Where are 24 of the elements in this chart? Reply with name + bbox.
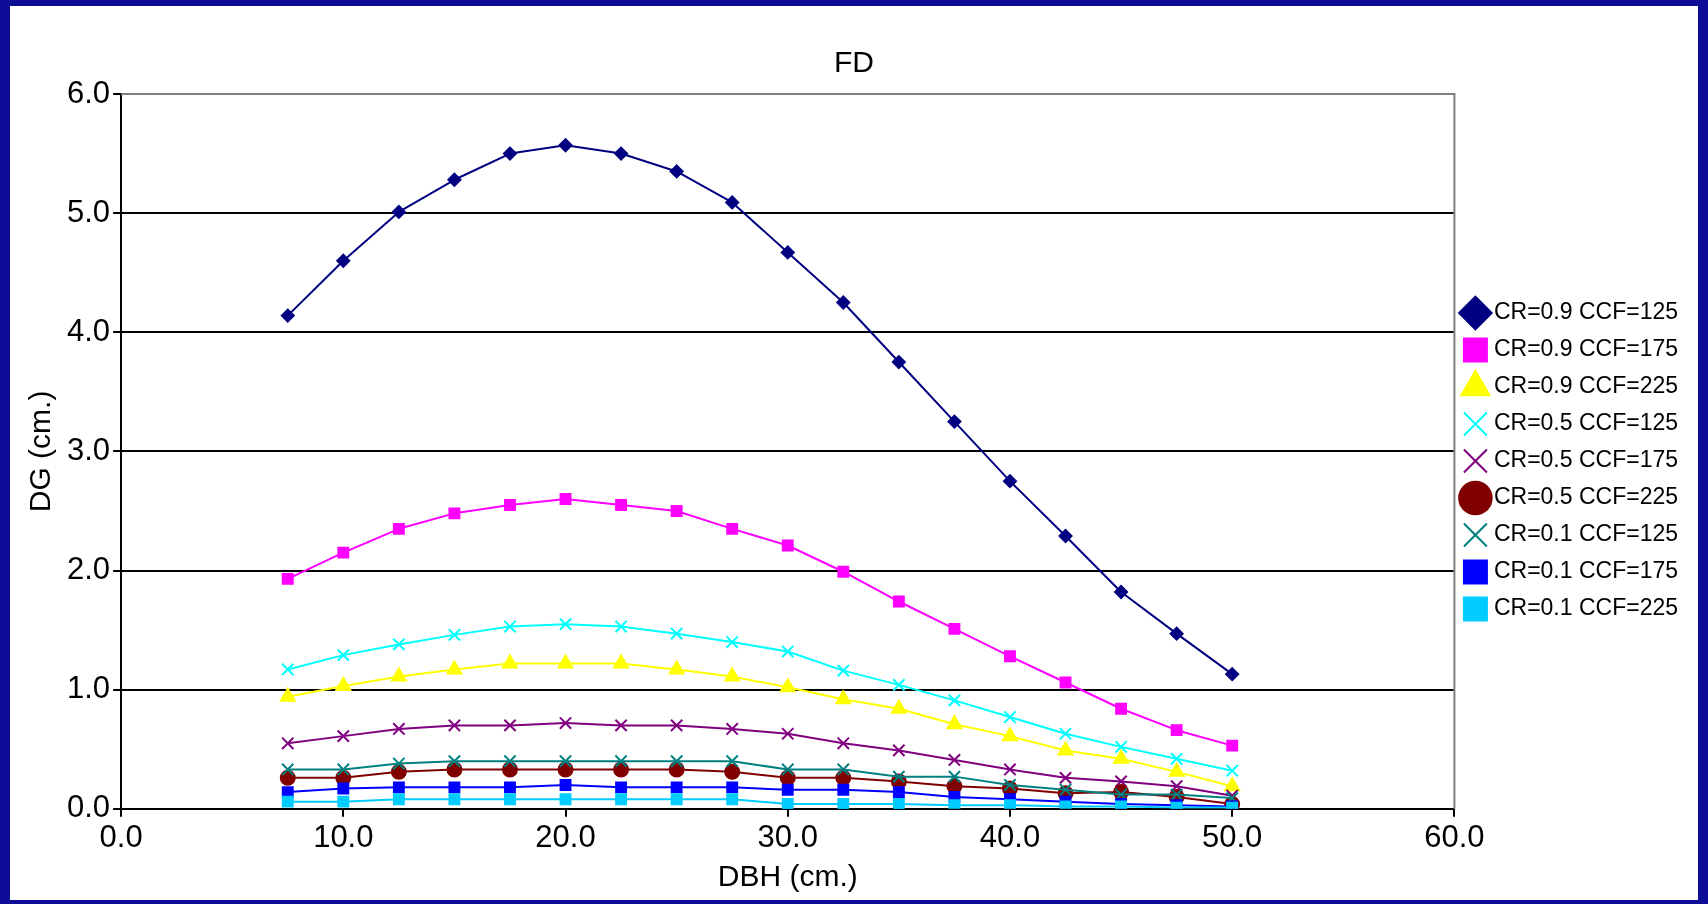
y-tick-label: 5.0	[66, 193, 111, 229]
legend-label: CR=0.9 CCF=125	[1493, 298, 1678, 325]
legend-label: CR=0.1 CCF=225	[1493, 594, 1678, 621]
legend-label: CR=0.5 CCF=125	[1493, 409, 1678, 436]
x-tick-label: 30.0	[757, 818, 818, 854]
legend-label: CR=0.9 CCF=225	[1493, 372, 1678, 399]
y-tick-label: 1.0	[66, 670, 111, 706]
x-tick-label: 10.0	[313, 818, 374, 854]
legend-label: CR=0.9 CCF=175	[1493, 335, 1678, 362]
y-axis-title: DG (cm.)	[23, 390, 57, 513]
y-tick-label: 3.0	[66, 431, 111, 467]
chart-title: FD	[834, 45, 874, 79]
y-tick-label: 6.0	[66, 74, 111, 110]
legend-label: CR=0.1 CCF=125	[1493, 520, 1678, 547]
x-tick-label: 50.0	[1202, 818, 1263, 854]
legend-label: CR=0.1 CCF=175	[1493, 557, 1678, 584]
x-tick-label: 40.0	[979, 818, 1041, 854]
x-tick-label: 20.0	[535, 818, 596, 854]
x-axis-title: DBH (cm.)	[717, 859, 858, 893]
legend-label: CR=0.5 CCF=175	[1493, 446, 1678, 473]
x-tick-label: 60.0	[1424, 818, 1485, 854]
y-tick-label: 2.0	[66, 551, 111, 587]
legend-label: CR=0.5 CCF=225	[1493, 483, 1678, 510]
y-tick-label: 4.0	[66, 312, 111, 348]
